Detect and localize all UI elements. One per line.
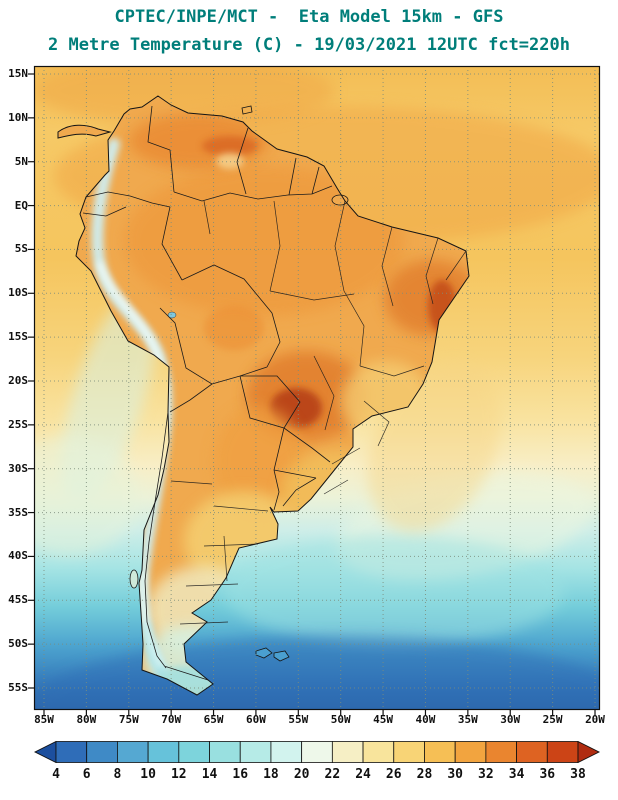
lat-label: 55S: [8, 680, 28, 694]
map-artwork: [34, 66, 600, 710]
panama-land: [57, 124, 112, 139]
map-canvas: [28, 65, 601, 716]
lat-label: 15N: [8, 67, 28, 80]
lat-label: 50S: [8, 637, 28, 651]
lon-label: 50W: [330, 713, 351, 726]
lon-label: 40W: [415, 713, 436, 726]
lon-label: 55W: [288, 713, 309, 726]
lon-label: 70W: [161, 713, 182, 726]
colorbar-tick-value: 16: [232, 767, 249, 782]
lat-label: 15S: [8, 330, 28, 344]
lat-label: 30S: [8, 461, 28, 475]
lon-label: 75W: [118, 713, 139, 726]
map-title-line2: 2 Metre Temperature (C) - 19/03/2021 12U…: [48, 35, 570, 55]
coastline: [75, 95, 470, 696]
colorbar-tick-value: 4: [52, 767, 60, 782]
state-borders: [170, 200, 467, 625]
lon-label: 65W: [203, 713, 224, 726]
lat-axis: 15N 10N 5N EQ 5S 10S 15S 20S 25S 30S 35S 40S 45S 50S 5…: [0, 66, 31, 710]
marajo-island: [331, 194, 349, 206]
colorbar-tick-value: 32: [478, 767, 494, 782]
colorbar-tick-value: 8: [113, 767, 122, 782]
colorbar-tick-value: 24: [355, 767, 371, 782]
lat-label: 25S: [8, 417, 28, 431]
trinidad-island: [241, 105, 253, 115]
map-title-line1: CPTEC/INPE/MCT - Eta Model 15km - GFS: [114, 7, 504, 27]
colorbar-tick-value: 22: [324, 767, 341, 782]
lon-label: 80W: [76, 713, 97, 726]
lon-label: 60W: [245, 713, 266, 726]
chiloe-island: [129, 569, 139, 589]
colorbar-tick-value: 30: [447, 767, 463, 782]
colorbar-tick-value: 26: [385, 767, 402, 782]
lon-label: 85W: [34, 713, 54, 726]
lat-label: 35S: [8, 505, 28, 519]
colorbar-tick-value: 12: [170, 767, 187, 782]
map-frame-border: [33, 65, 601, 711]
falkland-east-island: [273, 650, 290, 662]
colorbar-tick-labels: 4 6 8 10 12 14 16 18 20 22 24 26 28 30 32 34 36 38: [34, 767, 600, 783]
colorbar-tick-value: 34: [508, 767, 525, 782]
lat-label: 45S: [8, 593, 28, 607]
country-borders: [82, 105, 333, 681]
lon-label: 35W: [457, 713, 478, 726]
lat-label: 40S: [8, 549, 28, 563]
lat-label: EQ: [14, 198, 28, 212]
colorbar-scale: [33, 740, 601, 764]
lat-label: 20S: [8, 373, 28, 387]
colorbar-tick-value: 18: [263, 767, 279, 782]
colorbar-tick-value: 6: [82, 767, 91, 782]
south-america-temperature-field: [28, 65, 601, 716]
lon-label: 20W: [585, 713, 605, 726]
lat-label: 5N: [14, 154, 28, 168]
lake-titicaca: [167, 311, 177, 319]
lat-label: 10S: [8, 286, 28, 300]
lat-label: 10N: [8, 110, 28, 124]
lat-label: 5S: [14, 242, 28, 256]
colorbar-tick-value: 28: [416, 767, 433, 782]
lon-label: 30W: [500, 713, 521, 726]
lon-label: 45W: [373, 713, 394, 726]
lon-axis: 85W 80W 75W 70W 65W 60W 55W 50W 45W 40W 35W 30W 25W 2…: [34, 713, 605, 729]
colorbar-tick-value: 10: [140, 767, 156, 782]
colorbar-tick-value: 14: [201, 767, 218, 782]
colorbar: [33, 740, 601, 764]
graticule-grid: [28, 66, 600, 716]
lon-label: 25W: [542, 713, 563, 726]
colorbar-tick-value: 20: [293, 767, 310, 782]
colorbar-tick-value: 36: [539, 767, 556, 782]
colorbar-tick-value: 38: [570, 767, 586, 782]
